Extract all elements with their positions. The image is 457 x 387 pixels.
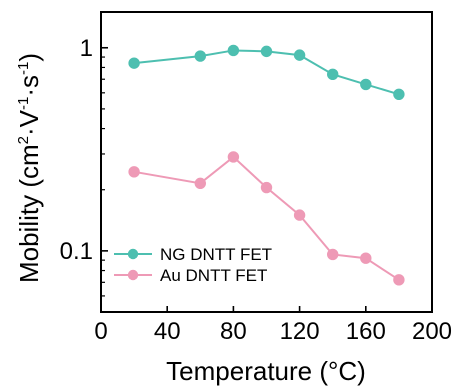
data-point (293, 49, 306, 61)
y-axis-title-mid2: ·s (14, 75, 44, 97)
x-axis-title: Temperature (°C) (166, 356, 366, 386)
y-axis-title-sup2: -1 (15, 97, 32, 110)
y-axis-title-main: Mobility (cm (14, 144, 44, 283)
legend-item: NG DNTT FET (114, 245, 272, 264)
plot-area (100, 11, 433, 313)
x-tick-label: 40 (154, 318, 181, 345)
series-2 (128, 151, 405, 286)
data-point (227, 151, 240, 163)
data-point (260, 45, 273, 58)
legend-label: NG DNTT FET (160, 245, 272, 264)
data-point (393, 274, 405, 286)
legend: NG DNTT FET Au DNTT FET (114, 245, 272, 285)
data-point (194, 177, 207, 190)
series-1 (128, 44, 405, 101)
legend-label: Au DNTT FET (160, 266, 267, 285)
data-point (227, 44, 240, 57)
y-axis-title: Mobility (cm2·V-1·s-1) (14, 53, 44, 283)
data-point (393, 88, 405, 101)
y-axis-title-mid1: ·V (14, 109, 44, 136)
y-tick-label: 0.1 (60, 238, 93, 265)
y-axis-title-sup1: 2 (15, 136, 32, 144)
legend-swatch-marker (127, 269, 139, 281)
x-tick-label: 80 (220, 318, 247, 345)
data-point (128, 57, 140, 69)
data-point (260, 181, 273, 194)
y-axis-title-sup3: -1 (15, 62, 32, 75)
data-point (293, 209, 306, 221)
legend-swatch-marker (127, 248, 139, 260)
data-point (194, 50, 207, 62)
data-point (327, 248, 339, 261)
data-point (327, 68, 339, 81)
axis-ticks: 0 40 80 120 160 200 0.1 1 (60, 35, 452, 345)
x-tick-label: 160 (346, 318, 386, 345)
y-axis-title-end: ) (14, 53, 44, 62)
series-layer (128, 44, 405, 286)
data-point (360, 78, 372, 91)
x-tick-label: 120 (280, 318, 320, 345)
x-tick-label: 200 (412, 318, 452, 345)
data-point (128, 166, 140, 178)
y-tick-label: 1 (80, 35, 93, 62)
data-point (360, 252, 372, 264)
x-tick-label: 0 (94, 318, 107, 345)
legend-item: Au DNTT FET (114, 266, 267, 285)
plot-border (100, 11, 433, 313)
